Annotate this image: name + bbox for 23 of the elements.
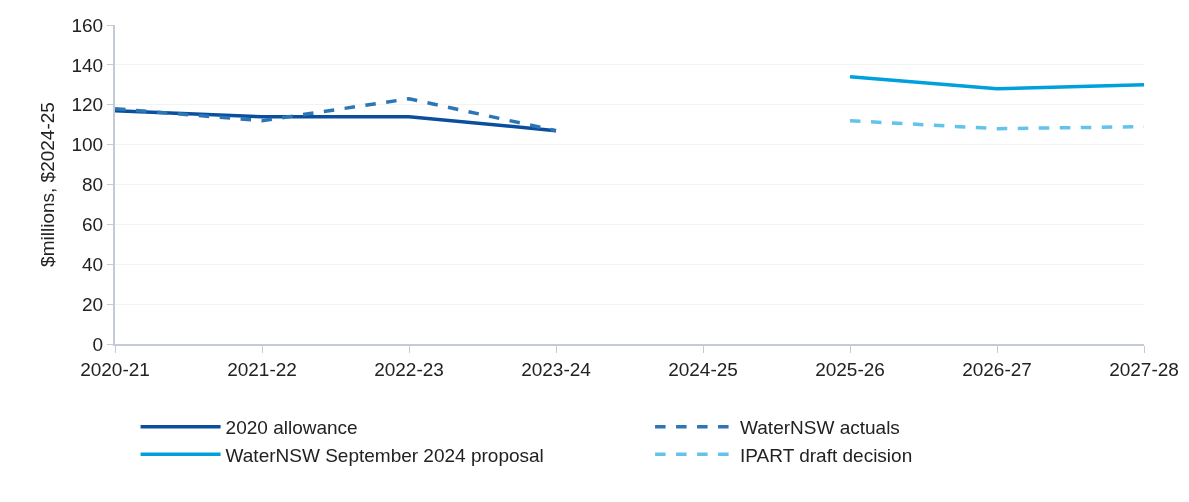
legend-label: 2020 allowance <box>225 417 358 439</box>
x-tick-label: 2020-21 <box>80 358 150 380</box>
x-tick-label: 2021-22 <box>227 358 297 380</box>
y-tick-label: 140 <box>71 54 104 76</box>
y-tick-label: 0 <box>92 333 104 355</box>
y-tick-label: 40 <box>82 253 104 275</box>
legend-label: WaterNSW September 2024 proposal <box>225 444 544 466</box>
y-tick-label: 20 <box>82 293 104 315</box>
legend-label: IPART draft decision <box>740 444 913 466</box>
x-tick-label: 2024-25 <box>668 358 738 380</box>
y-tick-label: 160 <box>71 14 104 36</box>
y-tick-label: 60 <box>82 214 104 236</box>
x-tick-label: 2023-24 <box>521 358 592 380</box>
x-tick-label: 2027-28 <box>1109 358 1179 380</box>
x-tick-label: 2026-27 <box>962 358 1032 380</box>
x-tick-label: 2022-23 <box>374 358 444 380</box>
y-tick-label: 100 <box>71 134 104 156</box>
y-tick-label: 80 <box>82 174 104 196</box>
x-tick-label: 2025-26 <box>815 358 885 380</box>
line-series <box>115 97 558 133</box>
legend-label: WaterNSW actuals <box>740 417 900 439</box>
y-tick-label: 120 <box>71 94 104 116</box>
y-axis-title: $millions, $2024-25 <box>36 102 58 267</box>
